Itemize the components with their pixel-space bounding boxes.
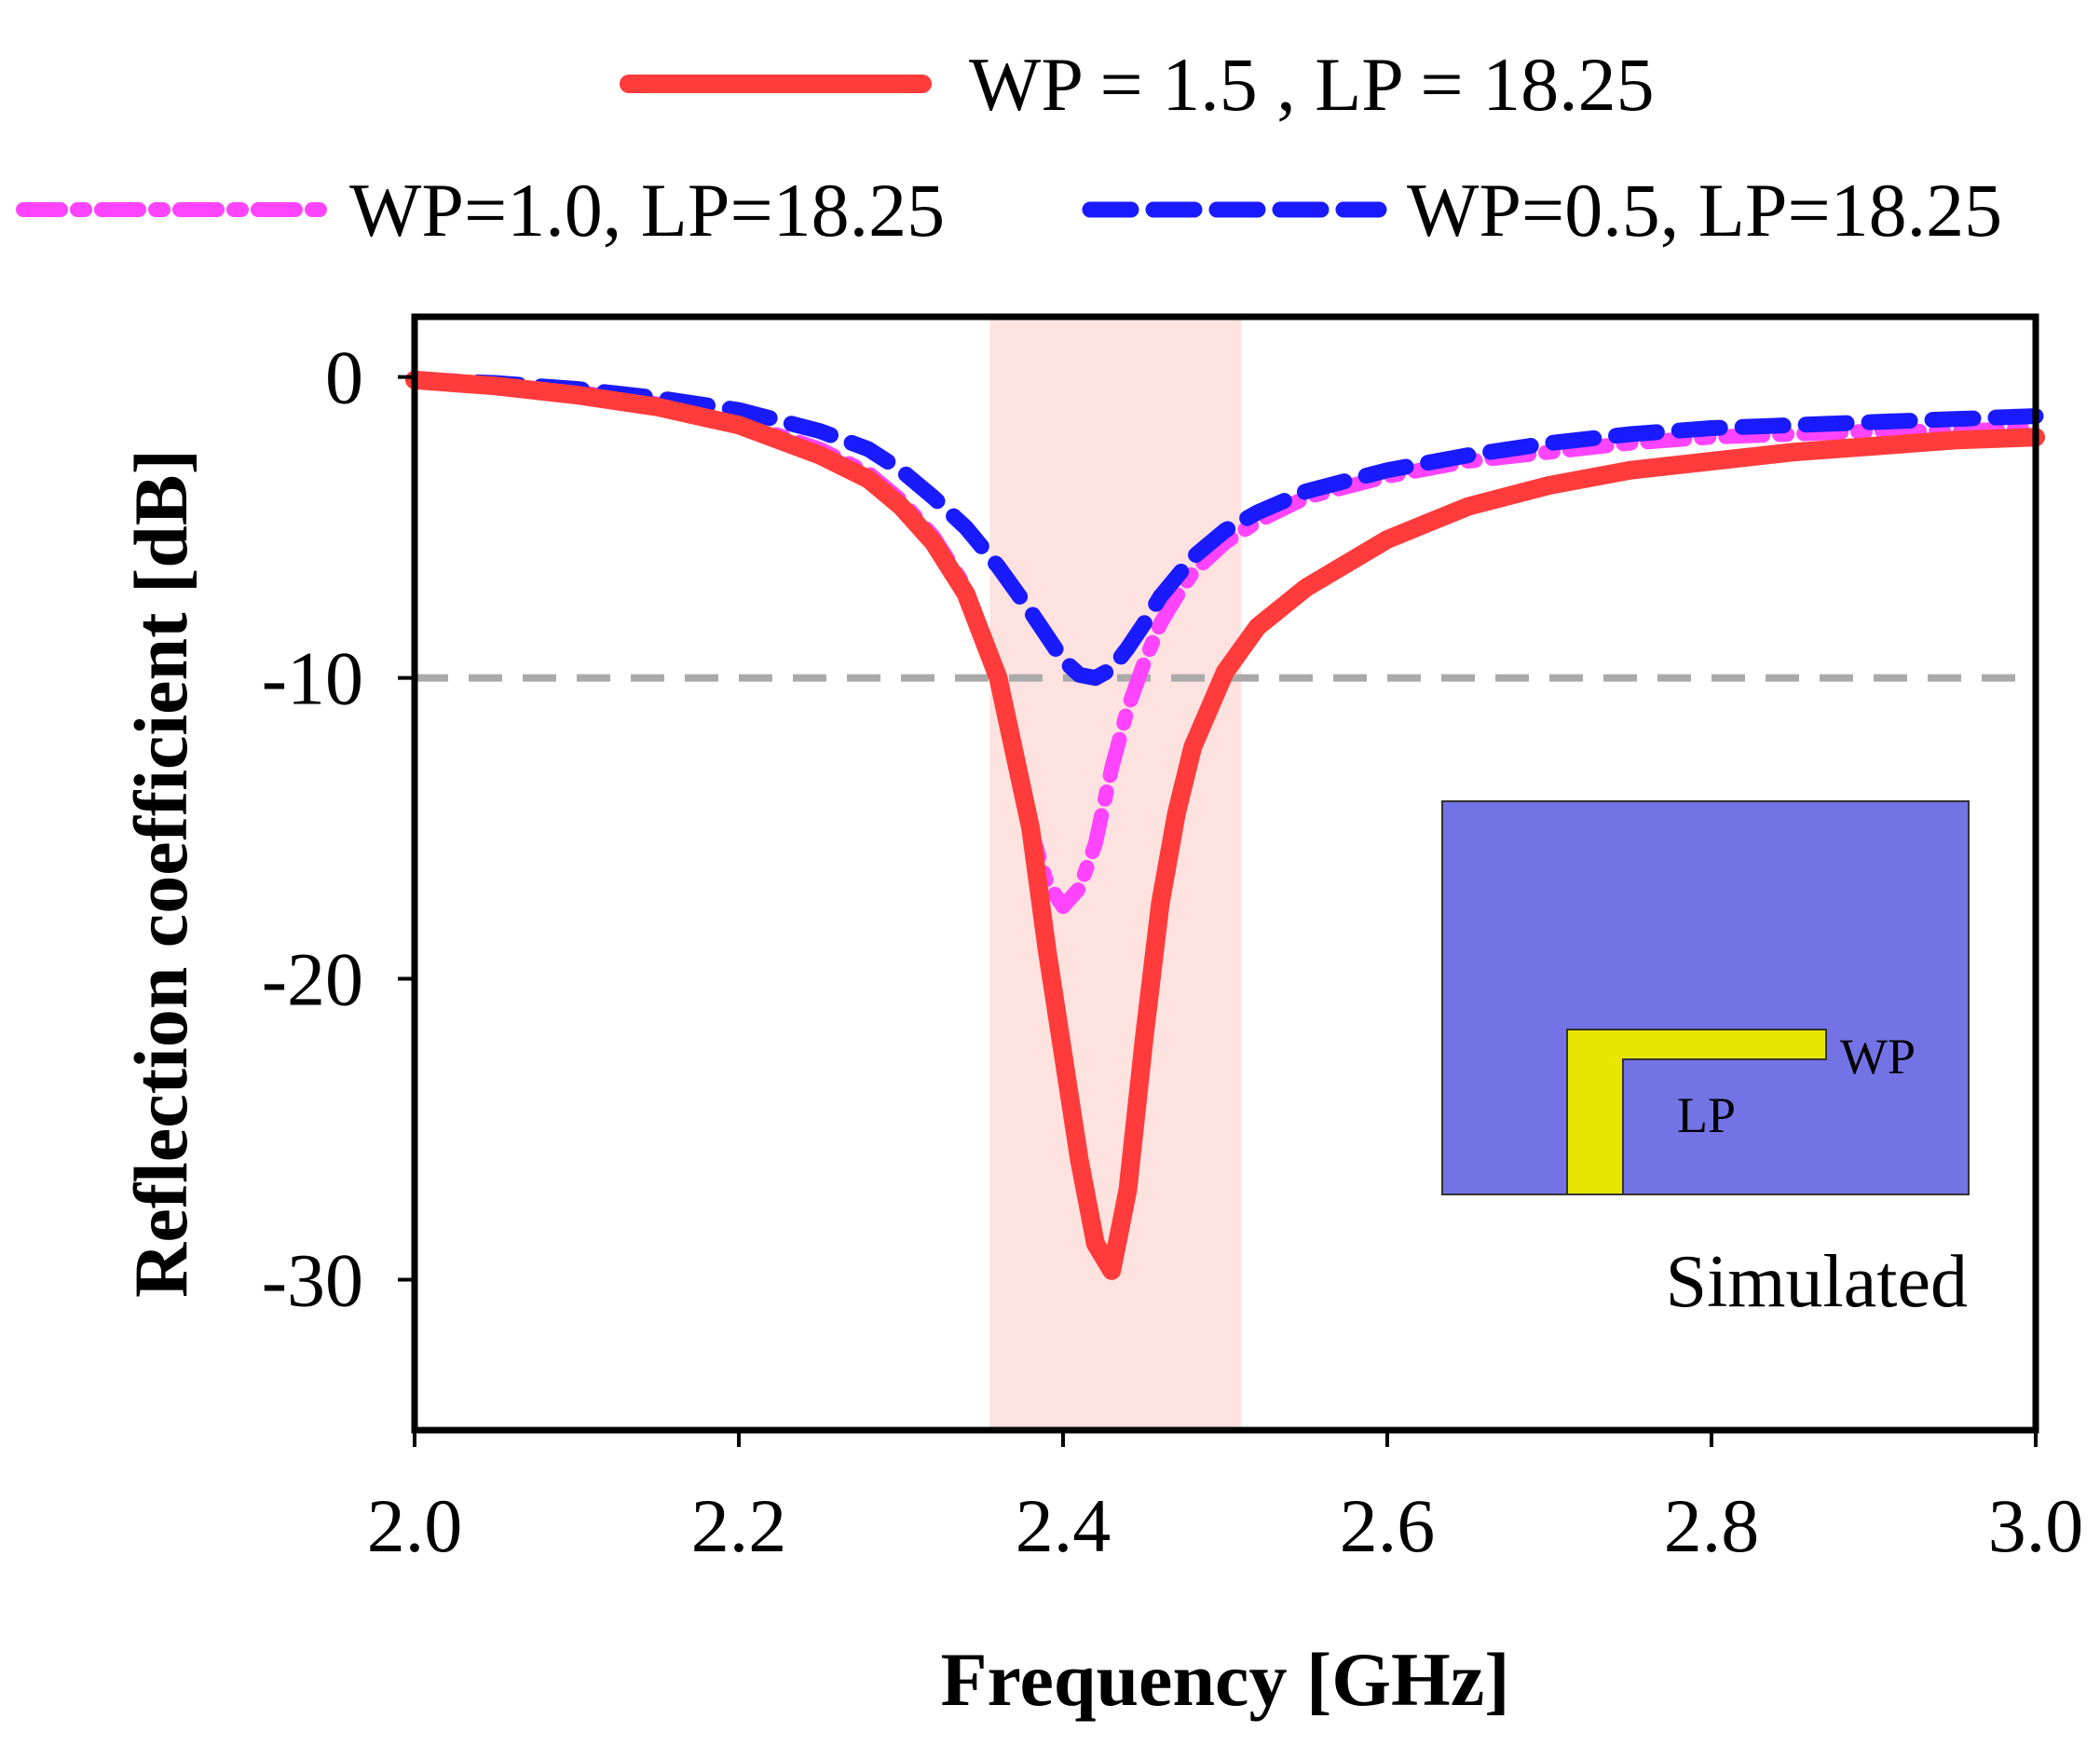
inset-label-wp: WP [1840, 1029, 1916, 1084]
x-tick-label: 2.0 [367, 1483, 463, 1568]
legend-label-wp-0-5: WP=0.5, LP=18.25 [1407, 168, 2002, 252]
x-tick-label: 2.8 [1664, 1483, 1760, 1568]
y-tick-label: -10 [262, 636, 363, 721]
y-tick-label: -20 [262, 937, 363, 1022]
x-tick-label: 2.2 [691, 1483, 787, 1568]
simulated-annotation: Simulated [1666, 1241, 1968, 1323]
inset-l-patch [1566, 1029, 1827, 1195]
antenna-inset: WP LP [1441, 800, 1970, 1195]
series-group [405, 370, 2045, 1280]
y-axis-title: Reflection coefficient [dB] [118, 449, 203, 1298]
x-tick-label: 2.4 [1016, 1483, 1111, 1568]
plot-frame [411, 313, 2039, 1434]
x-tick-label: 3.0 [1988, 1483, 2084, 1568]
y-tick-label: 0 [325, 335, 363, 420]
y-tick-label: -30 [262, 1238, 363, 1323]
legend-label-wp-1-5: WP = 1.5 , LP = 18.25 [969, 42, 1655, 127]
x-axis-title: Frequency [GHz] [940, 1637, 1509, 1722]
legend: WP = 1.5 , LP = 18.25 WP=1.0, LP=18.25 W… [16, 42, 2002, 252]
series-line-0 [405, 370, 2045, 1280]
x-axis-ticks: 2.0 2.2 2.4 2.6 2.8 3.0 [367, 1430, 2084, 1568]
x-tick-label: 2.6 [1340, 1483, 1436, 1568]
legend-label-wp-1-0: WP=1.0, LP=18.25 [349, 168, 945, 252]
y-axis-ticks: 0 -10 -20 -30 [262, 335, 415, 1323]
inset-label-lp: LP [1677, 1087, 1736, 1143]
inset-substrate [1441, 800, 1970, 1195]
series-line-2 [406, 372, 2044, 687]
